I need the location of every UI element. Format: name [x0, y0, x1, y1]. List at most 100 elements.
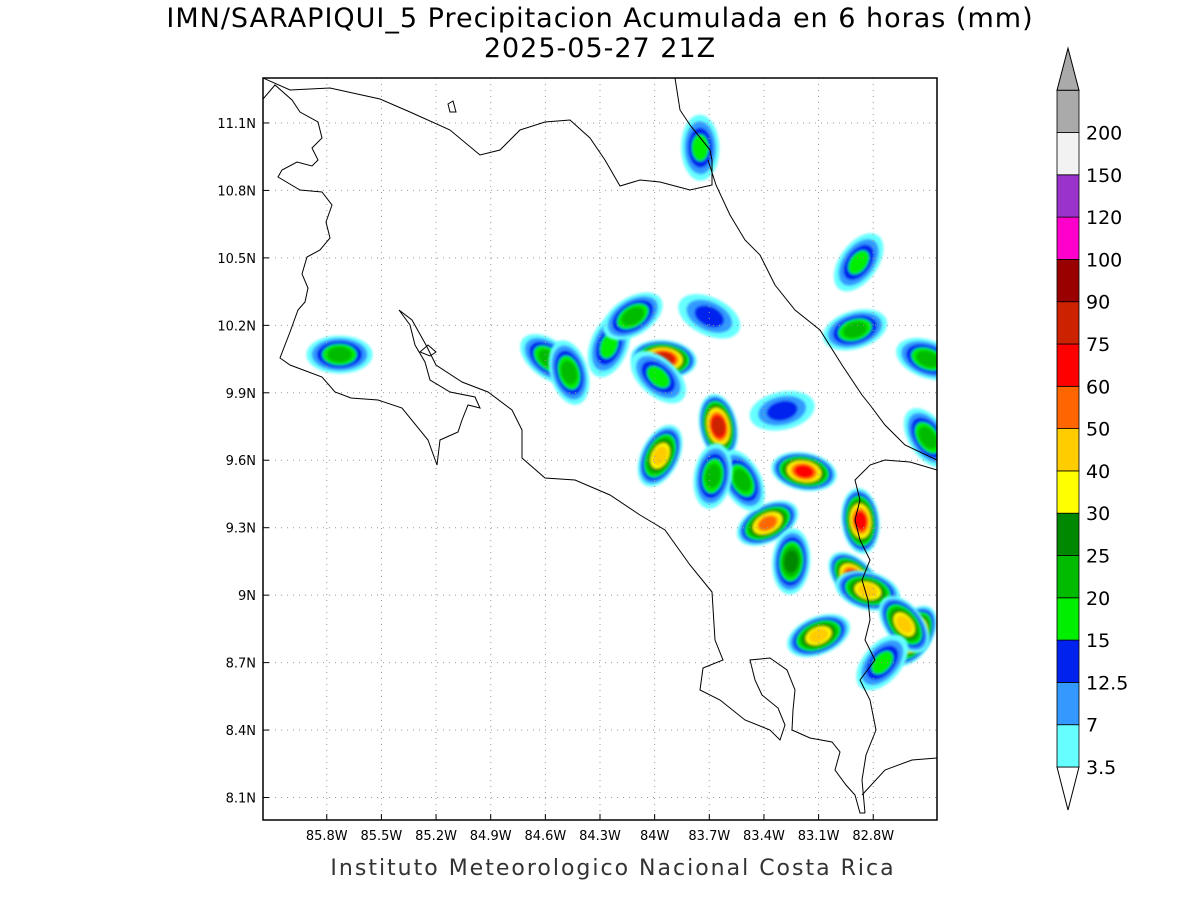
- colorbar-label: 200: [1086, 123, 1122, 145]
- precip-cell: [693, 443, 733, 509]
- precip-contour: [646, 366, 670, 389]
- colorbar: 3.5 7 12.5 15 20 25 30 40 50 60 75 90 100 120 150 200: [1056, 46, 1128, 811]
- precip-contour: [783, 550, 799, 573]
- precip-contour: [652, 446, 668, 466]
- precip-cell: [630, 350, 686, 404]
- precip-contour: [794, 464, 814, 479]
- colorbar-swatch: [1056, 132, 1080, 176]
- lon-tick-label: 85.5W: [360, 829, 402, 844]
- colorbar-label: 50: [1086, 419, 1110, 441]
- precip-contour: [843, 321, 867, 339]
- colorbar-label: 60: [1086, 376, 1110, 398]
- colorbar-label: 90: [1086, 292, 1110, 314]
- lake-nicaragua-shore: [263, 78, 713, 191]
- precip-cell: [772, 528, 811, 595]
- precip-contour: [808, 628, 829, 643]
- precip-contour: [705, 463, 721, 489]
- lat-tick-label: 9N: [238, 589, 256, 604]
- precip-contour: [694, 305, 725, 328]
- lon-tick-label: 82.8W: [852, 829, 894, 844]
- precip-contour: [691, 134, 709, 162]
- map-valid-time: 2025-05-27 21Z: [483, 33, 717, 64]
- panama-coast: [861, 757, 937, 796]
- lon-tick-label: 83.1W: [798, 829, 840, 844]
- colorbar-swatch: [1056, 258, 1080, 303]
- precip-cell: [749, 390, 815, 431]
- precipitation-field: [306, 114, 937, 691]
- lon-tick-label: 85.2W: [415, 829, 457, 844]
- colorbar-swatch: [1056, 301, 1080, 345]
- lon-tick-label: 84W: [640, 829, 670, 844]
- lat-tick-label: 10.5N: [217, 252, 256, 267]
- colorbar-label: 20: [1086, 588, 1110, 610]
- lon-tick-label: 84.6W: [524, 829, 566, 844]
- precip-contour: [766, 400, 798, 421]
- colorbar-label: 15: [1086, 630, 1110, 652]
- precip-contour: [733, 469, 752, 492]
- precip-cell: [698, 393, 739, 460]
- precip-contour: [758, 515, 777, 531]
- lon-tick-label: 83.4W: [743, 829, 785, 844]
- precip-contour: [854, 511, 867, 531]
- colorbar-swatch: [1056, 385, 1080, 429]
- precip-contour: [848, 250, 870, 275]
- colorbar-label: 120: [1086, 207, 1122, 229]
- lat-tick-label: 8.7N: [226, 657, 256, 672]
- precip-contour: [621, 307, 644, 326]
- colorbar-swatch: [1056, 174, 1080, 218]
- colorbar-swatch: [1056, 216, 1080, 260]
- precip-cell: [548, 340, 590, 405]
- colorbar-swatch: [1056, 555, 1080, 599]
- precip-cell: [603, 292, 663, 341]
- pacific-coastline: [263, 84, 865, 814]
- precip-cell: [787, 614, 851, 658]
- colorbar-swatch: [1056, 343, 1080, 387]
- precip-cell: [841, 488, 880, 554]
- colorbar-swatch: [1056, 512, 1080, 556]
- lat-tick-label: 10.8N: [217, 184, 256, 199]
- precip-cell: [771, 451, 837, 492]
- lat-tick-label: 10.2N: [217, 319, 256, 334]
- colorbar-swatch: [1056, 470, 1080, 514]
- lon-tick-label: 85.8W: [306, 829, 348, 844]
- colorbar-swatch: [1056, 724, 1080, 768]
- precip-cell: [678, 294, 741, 339]
- precip-contour: [560, 360, 578, 385]
- precip-cell: [903, 408, 937, 468]
- colorbar-label: 100: [1086, 249, 1122, 271]
- colorbar-swatch: [1056, 639, 1080, 683]
- precip-cell: [681, 114, 720, 181]
- precip-cell: [822, 309, 888, 351]
- colorbar-label: 75: [1086, 334, 1110, 356]
- precip-cell: [736, 500, 799, 546]
- lat-tick-label: 9.9N: [226, 387, 256, 402]
- colorbar-label: 12.5: [1086, 672, 1128, 694]
- precip-contour: [711, 417, 725, 436]
- precip-cell: [896, 337, 937, 381]
- colorbar-swatch: [1056, 89, 1080, 133]
- colorbar-label: 40: [1086, 461, 1110, 483]
- lon-tick-label: 84.9W: [470, 829, 512, 844]
- colorbar-label: 3.5: [1086, 757, 1116, 779]
- institution-credit: Instituto Meteorologico Nacional Costa R…: [330, 856, 896, 881]
- lat-tick-label: 8.1N: [226, 792, 256, 807]
- panama-border: [854, 459, 937, 814]
- lat-tick-label: 11.1N: [217, 117, 256, 132]
- coastline-borders: [263, 78, 937, 814]
- precip-cell: [306, 335, 373, 374]
- lon-tick-label: 83.7W: [688, 829, 730, 844]
- colorbar-swatch: [1056, 597, 1080, 641]
- precip-contour: [895, 615, 913, 634]
- lat-tick-label: 8.4N: [226, 724, 256, 739]
- precip-contour: [327, 346, 352, 363]
- colorbar-over-arrow: [1056, 46, 1080, 91]
- lat-tick-label: 9.3N: [226, 522, 256, 537]
- colorbar-label: 150: [1086, 165, 1122, 187]
- island-chira: [419, 344, 437, 357]
- precip-contour: [918, 426, 937, 449]
- map-title: IMN/SARAPIQUI_5 Precipitacion Acumulada …: [166, 3, 1034, 34]
- lat-lon-grid: [263, 78, 937, 820]
- lon-tick-label: 84.3W: [579, 829, 621, 844]
- lat-tick-label: 9.6N: [226, 454, 256, 469]
